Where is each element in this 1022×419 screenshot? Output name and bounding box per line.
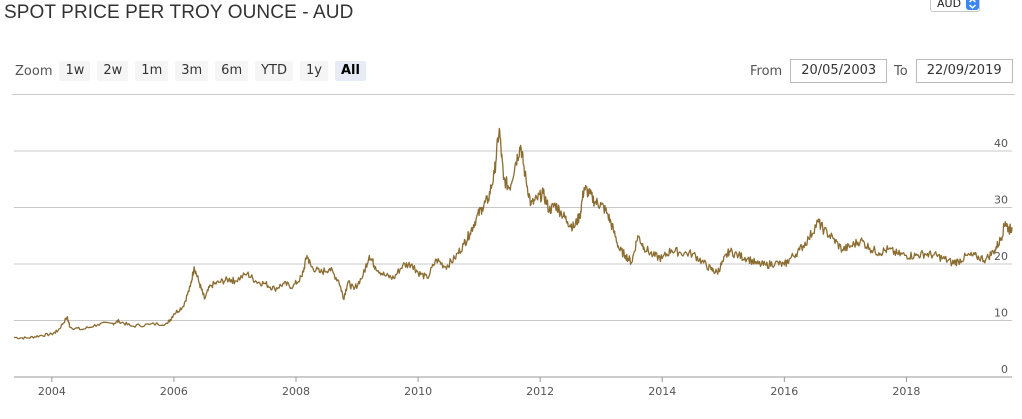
x-tick-label: 2008 xyxy=(282,385,310,398)
zoom-button-1w[interactable]: 1w xyxy=(59,61,91,81)
y-tick-label: 20 xyxy=(994,250,1008,263)
zoom-button-ytd[interactable]: YTD xyxy=(255,61,294,81)
x-tick-label: 2010 xyxy=(404,385,432,398)
date-range-from: From 20/05/2003 xyxy=(750,59,888,83)
page-title: SPOT PRICE PER TROY OUNCE - AUD xyxy=(4,2,354,23)
y-tick-label: 0 xyxy=(1001,363,1008,376)
currency-select[interactable]: AUD xyxy=(930,0,981,12)
y-tick-label: 10 xyxy=(994,307,1008,320)
y-tick-label: 40 xyxy=(994,137,1008,150)
toolbar-divider xyxy=(12,94,1015,95)
currency-value: AUD xyxy=(937,0,962,10)
zoom-button-1y[interactable]: 1y xyxy=(300,61,328,81)
x-tick-label: 2006 xyxy=(160,385,188,398)
to-label: To xyxy=(894,63,908,79)
zoom-button-2w[interactable]: 2w xyxy=(97,61,129,81)
chevron-updown-icon xyxy=(966,0,980,10)
zoom-button-1m[interactable]: 1m xyxy=(135,61,169,81)
x-tick-label: 2004 xyxy=(38,385,66,398)
zoom-bar: Zoom 1w 2w 1m 3m 6m YTD 1y All xyxy=(15,60,373,82)
zoom-button-3m[interactable]: 3m xyxy=(175,61,209,81)
x-tick-label: 2018 xyxy=(892,385,920,398)
zoom-button-all[interactable]: All xyxy=(334,61,366,81)
to-date-input[interactable]: 22/09/2019 xyxy=(915,59,1013,83)
x-tick-label: 2012 xyxy=(526,385,554,398)
y-tick-label: 30 xyxy=(994,194,1008,207)
x-tick-label: 2014 xyxy=(648,385,676,398)
price-series-line xyxy=(13,127,1013,340)
date-range-to: To 22/09/2019 xyxy=(894,59,1013,83)
zoom-label: Zoom xyxy=(15,63,53,79)
zoom-button-6m[interactable]: 6m xyxy=(215,61,249,81)
from-label: From xyxy=(750,63,783,79)
from-date-input[interactable]: 20/05/2003 xyxy=(790,59,888,83)
x-tick-label: 2016 xyxy=(770,385,798,398)
